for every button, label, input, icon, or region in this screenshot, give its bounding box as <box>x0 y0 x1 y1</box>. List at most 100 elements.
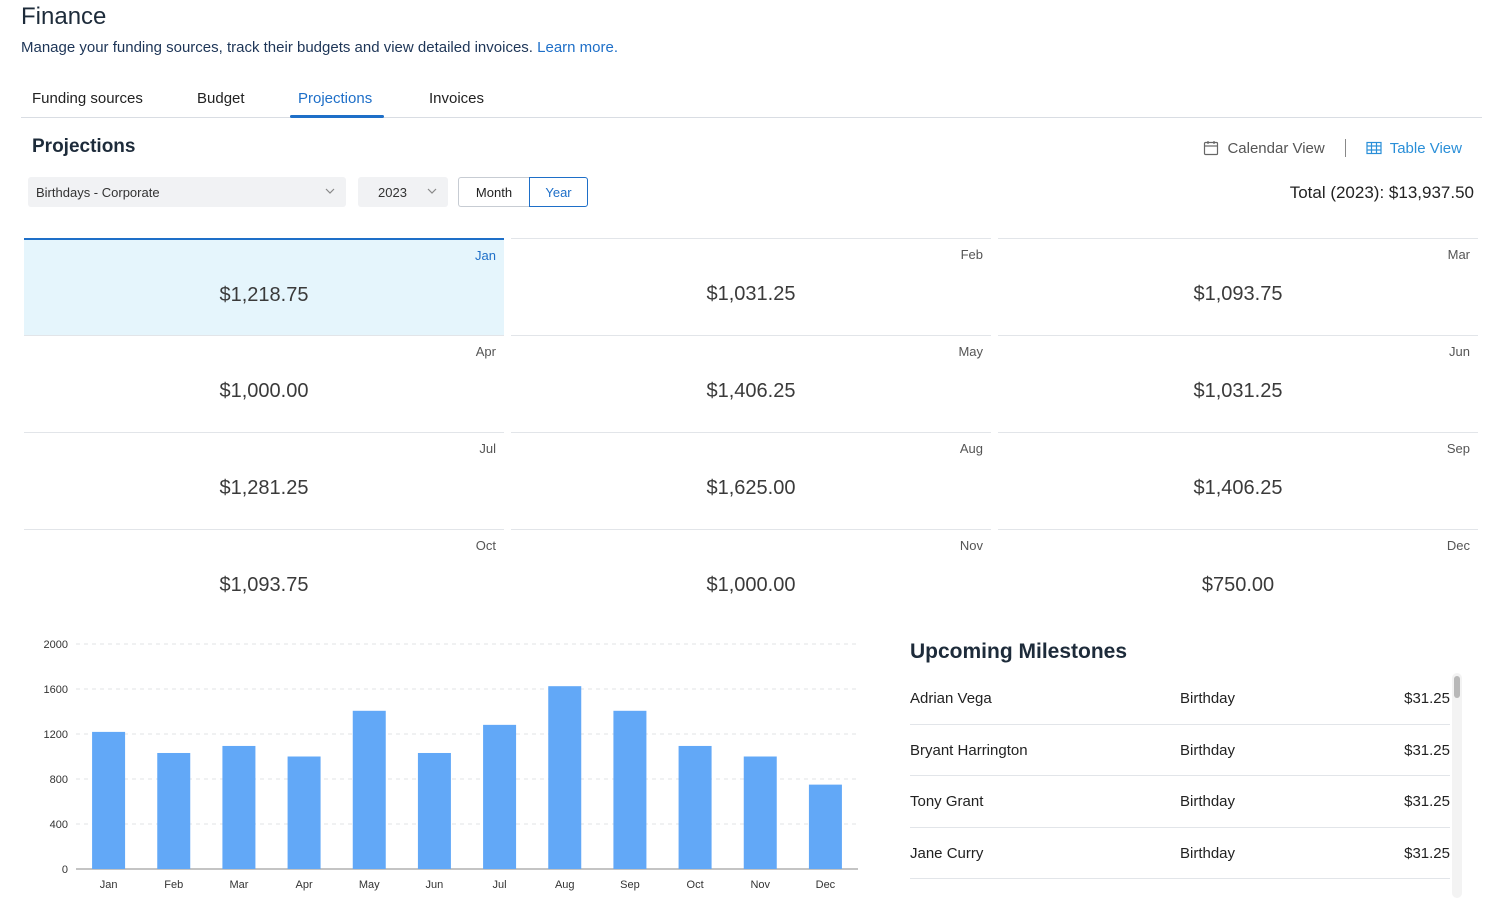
month-cell-apr[interactable]: Apr $1,000.00 <box>24 335 504 432</box>
month-label: Aug <box>959 441 983 456</box>
list-item[interactable]: Tony Grant Birthday $31.25 <box>910 776 1450 828</box>
group-select[interactable]: Birthdays - Corporate <box>28 177 346 207</box>
x-tick-label: Jan <box>100 879 118 891</box>
month-cell-aug[interactable]: Aug $1,625.00 <box>511 432 991 529</box>
x-tick-label: Nov <box>750 879 770 891</box>
x-tick-label: Apr <box>296 879 313 891</box>
tab-projections[interactable]: Projections <box>289 90 385 118</box>
table-view-button[interactable]: Table View <box>1366 140 1462 157</box>
milestones-title: Upcoming Milestones <box>910 640 1128 663</box>
month-value: $1,625.00 <box>706 477 796 499</box>
month-label: Feb <box>960 247 983 262</box>
month-toggle-button[interactable]: Month <box>458 177 529 207</box>
bar-feb <box>157 752 191 869</box>
month-value: $1,281.25 <box>219 477 309 499</box>
milestone-name: Bryant Harrington <box>910 741 1028 759</box>
milestone-type: Birthday <box>1180 793 1236 810</box>
y-tick-label: 400 <box>50 819 68 831</box>
view-divider <box>1344 139 1346 157</box>
bar-jan <box>92 731 126 869</box>
bar-oct <box>678 745 712 869</box>
month-label: Sep <box>1446 441 1470 456</box>
milestone-type: Birthday <box>1180 844 1236 862</box>
month-label: Oct <box>475 538 496 553</box>
month-cell-feb[interactable]: Feb $1,031.25 <box>511 238 991 335</box>
month-value: $1,031.25 <box>706 283 796 305</box>
milestone-name: Tony Grant <box>910 793 984 810</box>
list-item[interactable]: Adrian Vega Birthday $31.25 <box>910 673 1450 725</box>
month-cell-mar[interactable]: Mar $1,093.75 <box>998 238 1478 335</box>
calendar-icon <box>1204 141 1219 156</box>
tab-funding-sources[interactable]: Funding sources <box>32 90 143 107</box>
list-item[interactable]: Jane Curry Birthday $31.25 <box>910 828 1450 879</box>
month-label: Jul <box>479 441 496 456</box>
chevron-down-icon <box>325 188 335 194</box>
month-value: $1,000.00 <box>706 574 796 596</box>
calendar-view-button[interactable]: Calendar View <box>1203 139 1325 157</box>
y-tick-label: 1200 <box>44 729 68 741</box>
month-value: $1,218.75 <box>219 284 309 306</box>
learn-more-link[interactable]: Learn more. <box>537 39 619 56</box>
x-tick-label: Mar <box>229 879 248 891</box>
year-select-value: 2023 <box>378 184 407 200</box>
month-value: $1,000.00 <box>219 380 309 402</box>
month-cell-dec[interactable]: Dec $750.00 <box>998 529 1478 626</box>
x-tick-label: Oct <box>687 879 704 891</box>
milestone-name: Adrian Vega <box>910 690 992 707</box>
month-cell-sep[interactable]: Sep $1,406.25 <box>998 432 1478 529</box>
bar-aug <box>548 686 582 869</box>
period-toggle: Month Year <box>458 177 588 207</box>
milestone-amount: $31.25 <box>1404 793 1450 810</box>
y-tick-label: 2000 <box>44 639 68 651</box>
x-tick-label: Feb <box>164 879 183 891</box>
chevron-down-icon <box>427 188 437 194</box>
month-value: $1,093.75 <box>1193 283 1283 305</box>
month-cell-nov[interactable]: Nov $1,000.00 <box>511 529 991 626</box>
x-tick-label: Sep <box>620 879 640 891</box>
month-label: Nov <box>959 538 983 553</box>
projection-total: Total (2023): $13,937.50 <box>1289 183 1474 202</box>
milestones-scrollbar[interactable] <box>1452 673 1462 898</box>
group-select-value: Birthdays - Corporate <box>36 184 160 200</box>
month-cell-oct[interactable]: Oct $1,093.75 <box>24 529 504 626</box>
bar-mar <box>222 745 256 869</box>
bar-jul <box>483 724 517 869</box>
bar-may <box>352 710 386 869</box>
month-cell-jun[interactable]: Jun $1,031.25 <box>998 335 1478 432</box>
tab-invoices[interactable]: Invoices <box>429 90 485 107</box>
milestones-list: Adrian Vega Birthday $31.25 Bryant Harri… <box>910 673 1450 879</box>
month-label: May <box>958 344 983 359</box>
month-label: Jan <box>475 248 496 263</box>
y-tick-label: 800 <box>50 774 68 786</box>
section-title: Projections <box>32 136 136 157</box>
page-title: Finance <box>21 3 107 30</box>
scrollbar-thumb[interactable] <box>1454 676 1460 698</box>
bar-dec <box>808 784 842 869</box>
tab-budget[interactable]: Budget <box>197 90 245 107</box>
bar-nov <box>743 756 777 869</box>
y-tick-label: 0 <box>62 864 68 876</box>
bar-sep <box>613 710 647 869</box>
table-icon <box>1366 141 1382 155</box>
bar-apr <box>287 756 321 869</box>
calendar-view-label: Calendar View <box>1227 139 1325 157</box>
month-value: $1,093.75 <box>219 574 309 596</box>
year-select[interactable]: 2023 <box>358 177 448 207</box>
year-toggle-button[interactable]: Year <box>529 177 588 207</box>
month-label: Apr <box>475 344 496 359</box>
month-label: Mar <box>1447 247 1470 262</box>
month-value: $750.00 <box>1201 574 1275 596</box>
month-cell-may[interactable]: May $1,406.25 <box>511 335 991 432</box>
milestone-type: Birthday <box>1180 690 1236 707</box>
month-value: $1,406.25 <box>706 380 796 402</box>
month-cell-jul[interactable]: Jul $1,281.25 <box>24 432 504 529</box>
milestone-name: Jane Curry <box>910 844 984 862</box>
x-tick-label: Dec <box>816 879 836 891</box>
page-subtitle: Manage your funding sources, track their… <box>21 39 618 56</box>
month-cell-jan[interactable]: Jan $1,218.75 <box>24 238 504 335</box>
list-item[interactable]: Bryant Harrington Birthday $31.25 <box>910 725 1450 776</box>
y-tick-label: 1600 <box>44 684 68 696</box>
milestone-amount: $31.25 <box>1404 741 1450 759</box>
month-value: $1,406.25 <box>1193 477 1283 499</box>
month-value: $1,031.25 <box>1193 380 1283 402</box>
